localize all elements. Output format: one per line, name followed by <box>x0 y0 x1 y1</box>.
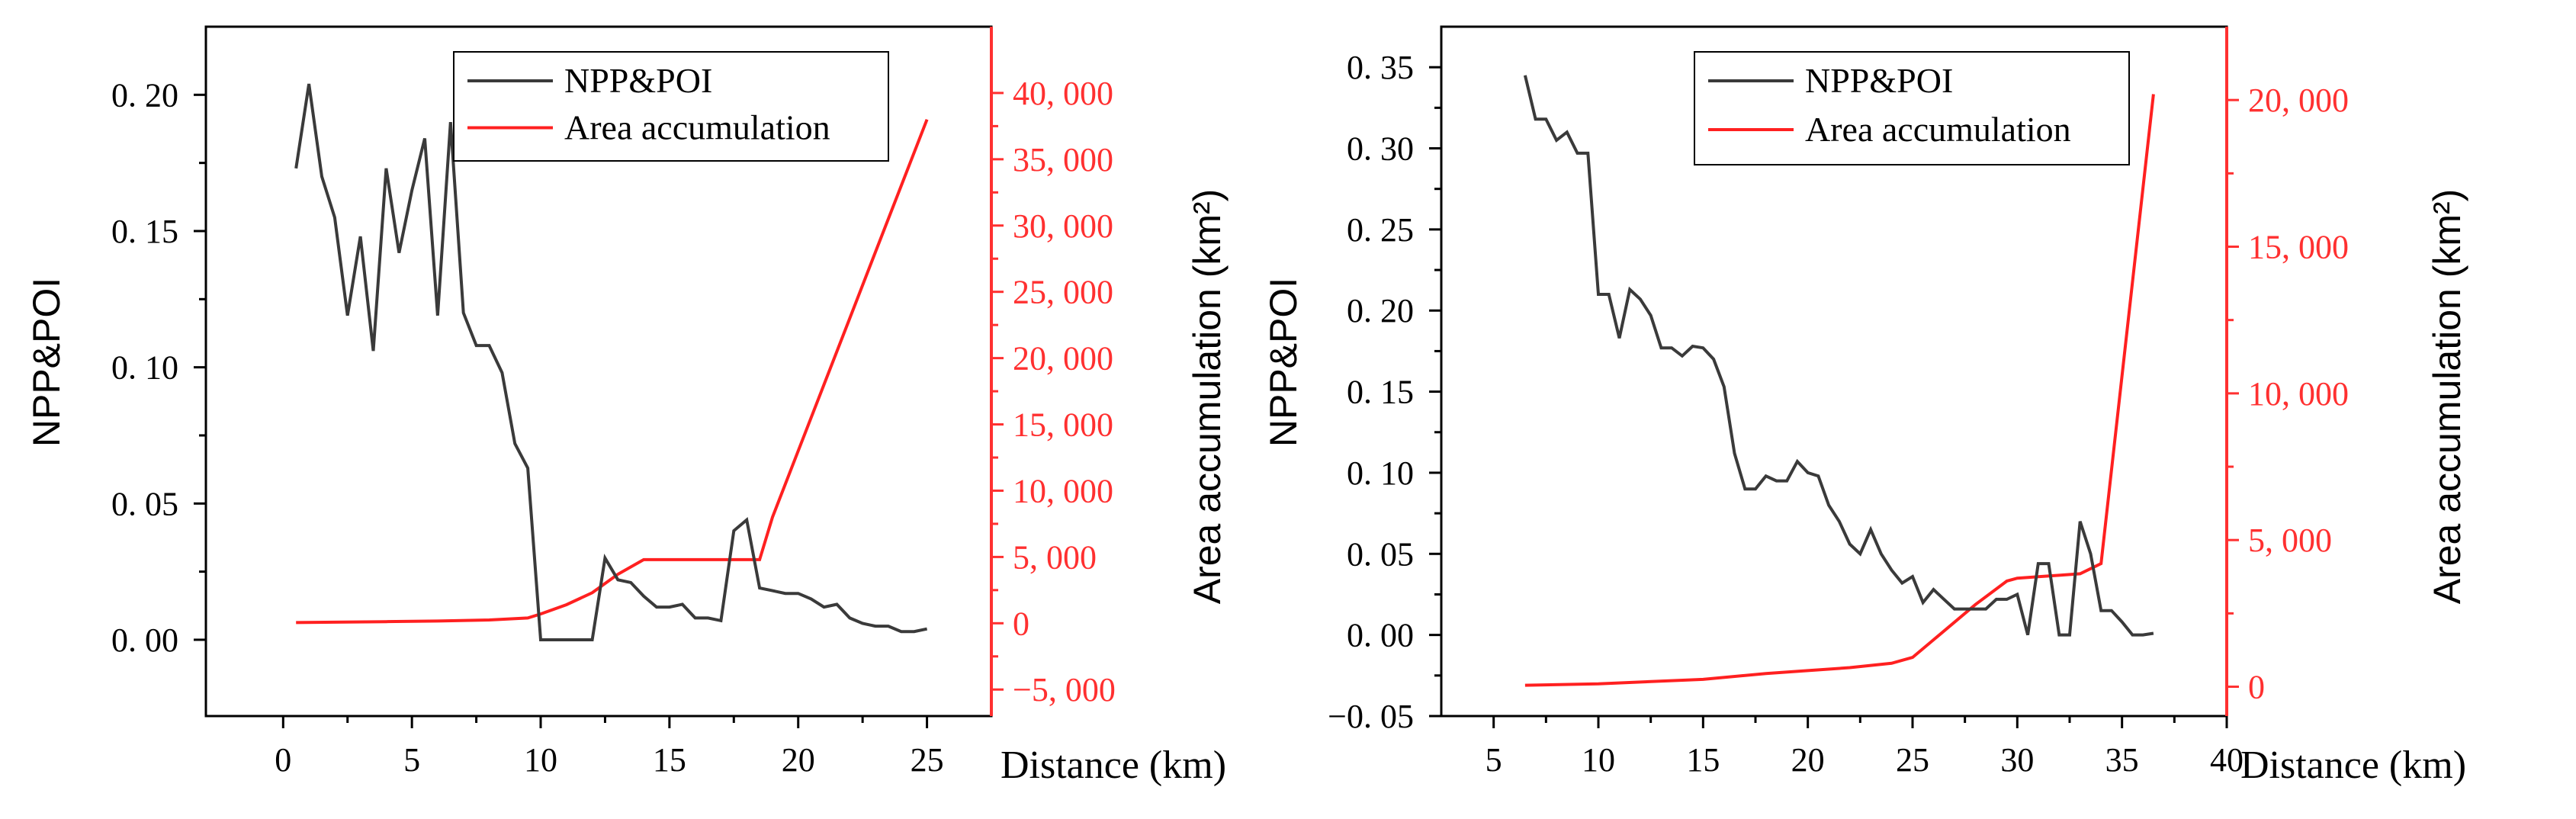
chart-left: 0 5 10 15 20 25 0. 00 0. 05 0. 10 0. 15 0. 20 −5,… <box>25 25 1229 787</box>
legend-box <box>1694 51 2130 165</box>
x-tick-label: 20 <box>1791 741 1825 779</box>
legend-label: Area accumulation <box>564 108 830 147</box>
x-tick-label: 35 <box>2105 741 2139 779</box>
y2-axis-label-left: Area accumulation (km²) <box>1186 189 1229 605</box>
legend-box <box>453 51 889 162</box>
y-right-tick-label: 10, 000 <box>2248 375 2349 413</box>
y-right-tick-label: 0 <box>1013 605 1029 642</box>
y-right-tick-label: 5, 000 <box>2248 522 2332 559</box>
y2-axis-label-right: Area accumulation (km²) <box>2426 189 2468 605</box>
y-right-tick-label: 35, 000 <box>1013 141 1113 178</box>
y-left-tick-label: 0. 20 <box>1347 292 1414 329</box>
y-left-tick-label: 0. 15 <box>111 213 178 250</box>
y-right-tick-label: 10, 000 <box>1013 472 1113 509</box>
y-left-tick-label: 0. 00 <box>1347 617 1414 654</box>
area-accumulation-line-left <box>296 118 929 625</box>
y-left-tick-label: 0. 00 <box>111 621 178 659</box>
x-tick-label: 10 <box>524 741 557 779</box>
y-left-tick-label: −0. 05 <box>1328 698 1414 735</box>
y-left-tick-label: 0. 10 <box>1347 454 1414 492</box>
legend-label: Area accumulation <box>1805 110 2071 149</box>
y-left-tick-label: 0. 30 <box>1347 130 1414 168</box>
x-axis-label-right: Distance (km) <box>2240 744 2466 787</box>
x-tick-label: 40 <box>2210 741 2244 779</box>
x-tick-label: 10 <box>1582 741 1615 779</box>
x-tick-label: 5 <box>403 741 420 779</box>
y-axis-label-left: NPP&POI <box>25 278 68 447</box>
area-accumulation-line-right <box>1524 94 2155 687</box>
npp-poi-line-right <box>1523 75 2154 637</box>
y-left-tick-label: 0. 25 <box>1347 211 1414 249</box>
y-right-tick-label: 5, 000 <box>1013 538 1097 576</box>
y-right-tick-label: 30, 000 <box>1013 207 1113 245</box>
legend-left: NPP&POI Area accumulation <box>453 51 889 162</box>
legend-right: NPP&POI Area accumulation <box>1694 51 2130 165</box>
x-tick-label: 25 <box>1896 741 1929 779</box>
y-left-tick-label: 0. 35 <box>1347 49 1414 86</box>
x-axis-label-left: Distance (km) <box>1001 744 1226 787</box>
y-right-tick-label: 15, 000 <box>1013 406 1113 444</box>
x-tick-label: 25 <box>911 741 944 779</box>
x-tick-label: 5 <box>1486 741 1502 779</box>
x-tick-label: 30 <box>2000 741 2034 779</box>
npp-poi-line-left <box>294 83 928 641</box>
y-left-tick-label: 0. 05 <box>111 485 178 522</box>
legend-label: NPP&POI <box>564 61 712 100</box>
x-tick-label: 15 <box>1686 741 1720 779</box>
x-tick-label: 0 <box>275 741 291 779</box>
y-right-tick-label: −5, 000 <box>1013 671 1116 708</box>
y-right-tick-label: 20, 000 <box>2248 82 2349 119</box>
y-axis-label-right: NPP&POI <box>1262 278 1305 447</box>
y-right-tick-label: 15, 000 <box>2248 229 2349 266</box>
legend-label: NPP&POI <box>1805 61 1953 100</box>
y-right-tick-label: 0 <box>2248 669 2265 706</box>
y-left-tick-label: 0. 15 <box>1347 374 1414 411</box>
y-left-tick-label: 0. 05 <box>1347 535 1414 573</box>
y-right-tick-label: 25, 000 <box>1013 274 1113 311</box>
y-left-tick-label: 0. 10 <box>111 349 178 387</box>
x-tick-label: 20 <box>782 741 815 779</box>
chart-right: 5 10 15 20 25 30 35 40 −0. 05 0. 00 0. 05 0. 10 0. … <box>1262 25 2468 787</box>
y-left-tick-label: 0. 20 <box>111 76 178 114</box>
y-right-tick-label: 20, 000 <box>1013 340 1113 377</box>
x-tick-label: 15 <box>653 741 686 779</box>
y-right-tick-label: 40, 000 <box>1013 75 1113 112</box>
